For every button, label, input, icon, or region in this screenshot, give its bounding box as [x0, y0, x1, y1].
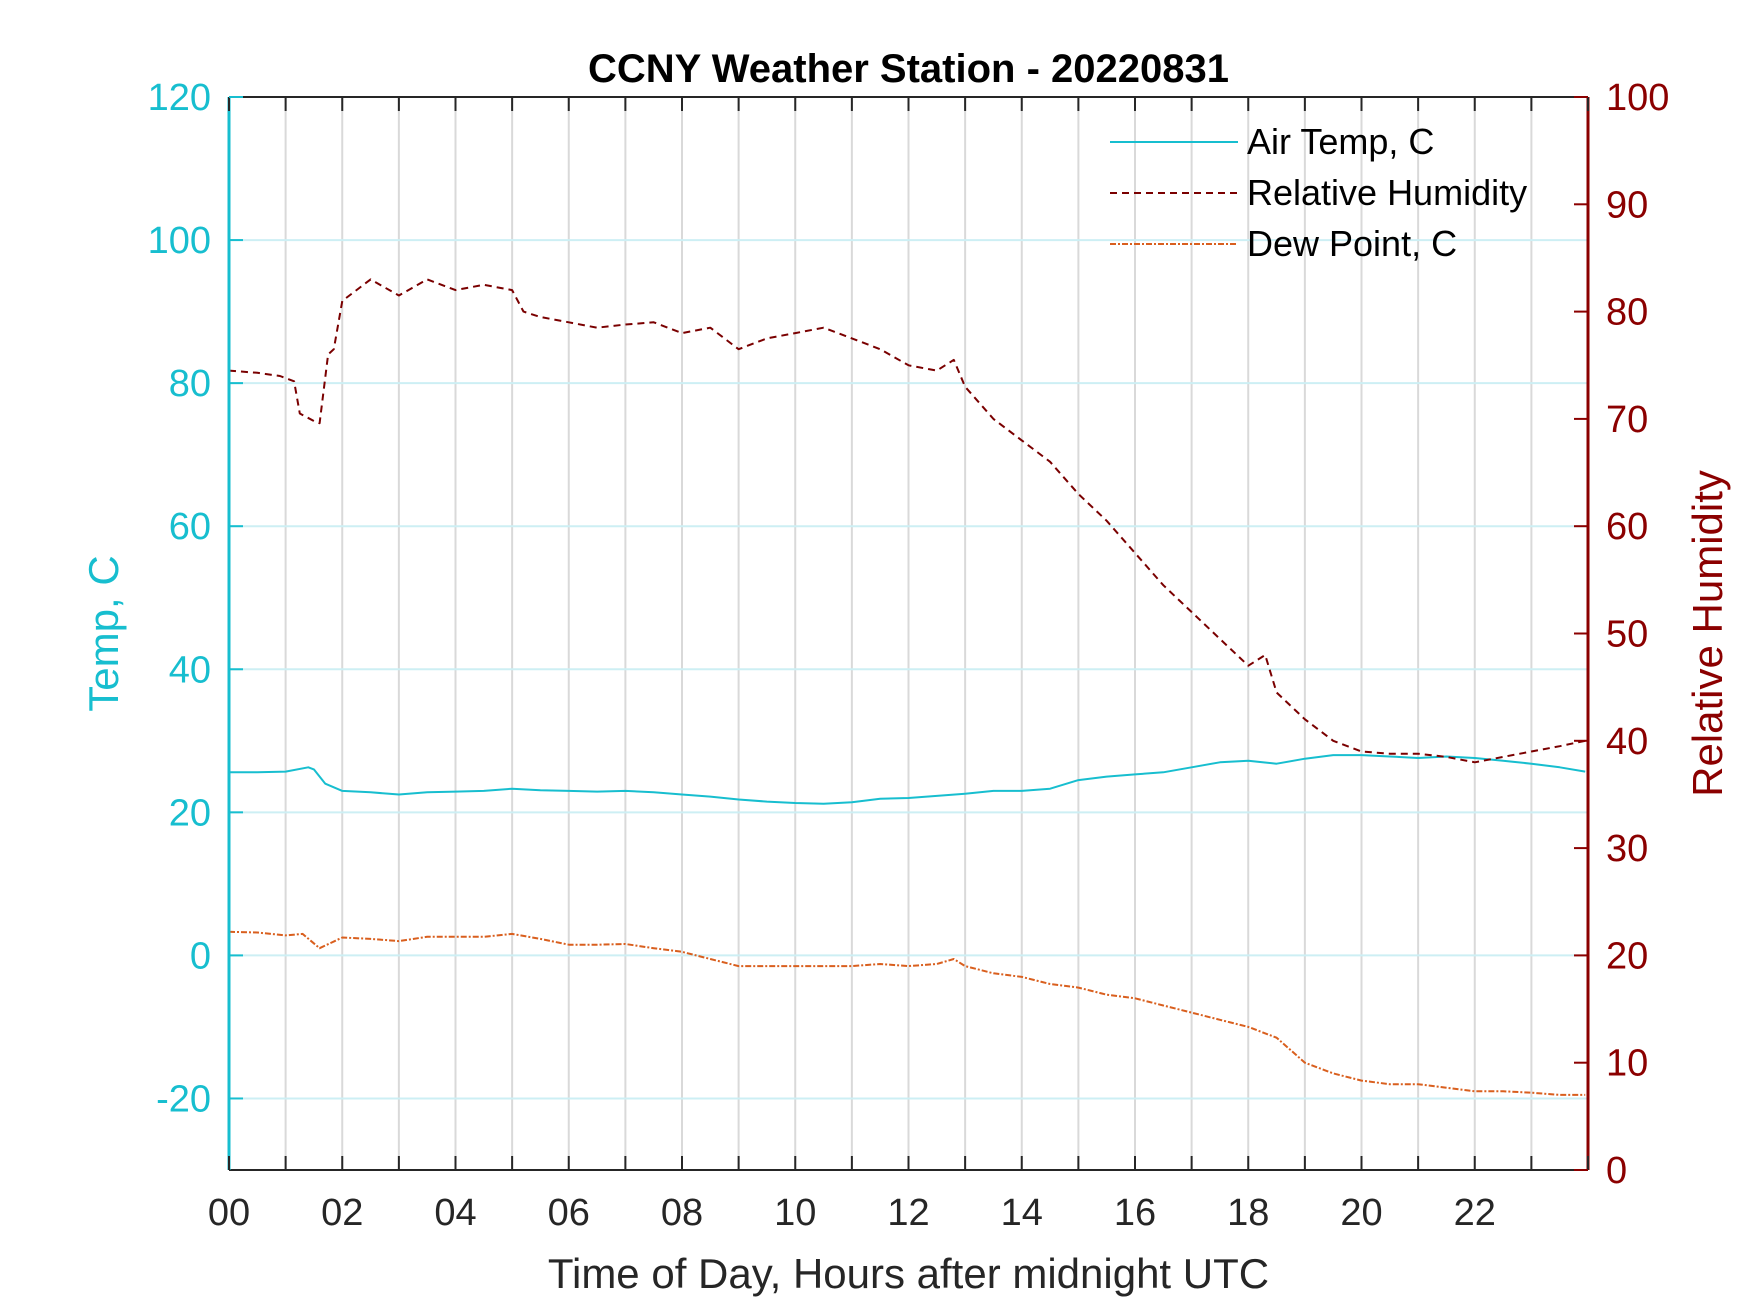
y-tick-label-right: 70	[1606, 399, 1648, 441]
y-axis-left-label: Temp, C	[80, 555, 127, 711]
y-tick-label-right: 90	[1606, 184, 1648, 226]
x-tick-label: 02	[321, 1192, 363, 1234]
y-tick-label-right: 20	[1606, 935, 1648, 977]
y-tick-label-left: 20	[169, 792, 211, 834]
y-tick-label-right: 50	[1606, 614, 1648, 656]
y-tick-label-right: 10	[1606, 1043, 1648, 1085]
axes	[227, 96, 1590, 1171]
x-axis-label: Time of Day, Hours after midnight UTC	[548, 1250, 1269, 1297]
grid-lines	[229, 97, 1588, 1170]
y-tick-label-right: 40	[1606, 721, 1648, 763]
x-tick-label: 20	[1340, 1192, 1382, 1234]
y-tick-label-right: 0	[1606, 1150, 1627, 1192]
legend-label-2: Dew Point, C	[1247, 223, 1457, 264]
x-tick-label: 06	[548, 1192, 590, 1234]
y-tick-label-left: 40	[169, 649, 211, 691]
y-tick-label-right: 60	[1606, 506, 1648, 548]
y-tick-label-right: 100	[1606, 77, 1669, 119]
y-tick-label-left: 0	[190, 935, 211, 977]
y-axis-right-label: Relative Humidity	[1684, 470, 1731, 797]
chart-title: CCNY Weather Station - 20220831	[588, 47, 1229, 91]
x-tick-label: 14	[1001, 1192, 1043, 1234]
y-tick-label-left: 100	[148, 220, 211, 262]
series-line-0	[229, 754, 1586, 805]
y-tick-label-left: 80	[169, 363, 211, 405]
x-tick-label: 04	[434, 1192, 476, 1234]
y-tick-label-right: 30	[1606, 828, 1648, 870]
y-tick-label-right: 80	[1606, 292, 1648, 334]
x-tick-label: 12	[887, 1192, 929, 1234]
x-tick-label: 00	[208, 1192, 250, 1234]
tick-labels: 00 02 04 06 08 10 12 14 16 18 20 22120100806040200-…	[148, 77, 1670, 1234]
x-tick-label: 10	[774, 1192, 816, 1234]
series-line-1	[228, 278, 1586, 764]
x-tick-label: 16	[1114, 1192, 1156, 1234]
legend-label-0: Air Temp, C	[1247, 121, 1434, 162]
legend: Air Temp, C Relative Humidity Dew Point, C	[1110, 121, 1527, 264]
x-tick-label: 08	[661, 1192, 703, 1234]
x-tick-label: 22	[1454, 1192, 1496, 1234]
y-tick-label-left: 120	[148, 77, 211, 119]
y-tick-label-left: 60	[169, 506, 211, 548]
x-tick-label: 18	[1227, 1192, 1269, 1234]
legend-label-1: Relative Humidity	[1247, 172, 1527, 213]
y-tick-label-left: -20	[156, 1078, 211, 1120]
data-series	[228, 278, 1586, 1096]
